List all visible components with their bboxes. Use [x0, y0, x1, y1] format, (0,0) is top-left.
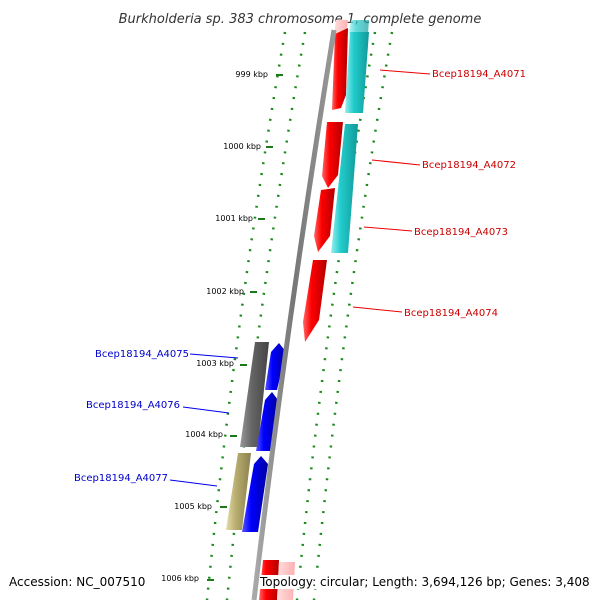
- gene-label-leader-line: [169, 479, 218, 487]
- gene-label-leader-line: [352, 306, 403, 313]
- forward-strand-track: [259, 20, 369, 600]
- tick-label: 1001 kbp: [215, 214, 253, 223]
- tick-label: 999 kbp: [235, 70, 268, 79]
- gene-a4072-cyan-feature[interactable]: [331, 124, 358, 253]
- gene-label-leader-line: [379, 69, 431, 75]
- gene-label-a4075[interactable]: Bcep18194_A4075: [95, 349, 189, 360]
- gene-a4071-cyan-feature[interactable]: [345, 32, 369, 113]
- map-title: Burkholderia sp. 383 chromosome 1, compl…: [119, 12, 482, 27]
- outer-guide-arc-right: [312, 31, 394, 600]
- gene-label-leader-line: [182, 406, 230, 414]
- gene-a4073-arrow[interactable]: [314, 188, 335, 252]
- tick-label: 1002 kbp: [206, 287, 244, 296]
- tick-label: 1004 kbp: [185, 430, 223, 439]
- tick-label: 1003 kbp: [196, 359, 234, 368]
- gene-a4074-arrow[interactable]: [303, 260, 327, 342]
- gene-label-leader-line: [189, 353, 239, 359]
- gene-a4072-arrow[interactable]: [322, 122, 343, 188]
- forward-gene-labels: [352, 69, 431, 313]
- gene-a4075-arrow[interactable]: [265, 343, 286, 390]
- accession-label: Accession: NC_007510: [9, 575, 146, 589]
- kbp-scale: [207, 74, 283, 581]
- kbp-tick-labels: 999 kbp 1000 kbp 1001 kbp 1002 kbp 1003 …: [161, 70, 268, 583]
- gene-label-leader-line: [363, 226, 413, 232]
- gene-label-a4073[interactable]: Bcep18194_A4073: [414, 227, 508, 238]
- genome-summary: Topology: circular; Length: 3,694,126 bp…: [260, 575, 590, 589]
- gene-label-a4074[interactable]: Bcep18194_A4074: [404, 308, 498, 319]
- gene-label-a4071[interactable]: Bcep18194_A4071: [432, 69, 526, 80]
- reverse-gene-labels: [169, 353, 239, 487]
- chromosome-backbone: [251, 29, 337, 600]
- gene-a4075-dark-feature[interactable]: [240, 342, 269, 447]
- gene-a4077-khaki-feature[interactable]: [226, 453, 251, 530]
- gene-a4077-arrow[interactable]: [242, 456, 268, 532]
- forward-feature-top-cyan: [349, 20, 369, 34]
- reverse-strand-track: [226, 342, 286, 532]
- gene-label-a4076[interactable]: Bcep18194_A4076: [86, 400, 180, 411]
- tick-label: 1000 kbp: [223, 142, 261, 151]
- gene-label-leader-line: [371, 159, 421, 166]
- gene-label-a4072[interactable]: Bcep18194_A4072: [422, 160, 516, 171]
- tick-label: 1006 kbp: [161, 574, 199, 583]
- gene-a4071-arrow[interactable]: [332, 28, 348, 110]
- gene-a4076-arrow[interactable]: [256, 392, 278, 451]
- tick-label: 1005 kbp: [174, 502, 212, 511]
- gene-label-a4077[interactable]: Bcep18194_A4077: [74, 473, 168, 484]
